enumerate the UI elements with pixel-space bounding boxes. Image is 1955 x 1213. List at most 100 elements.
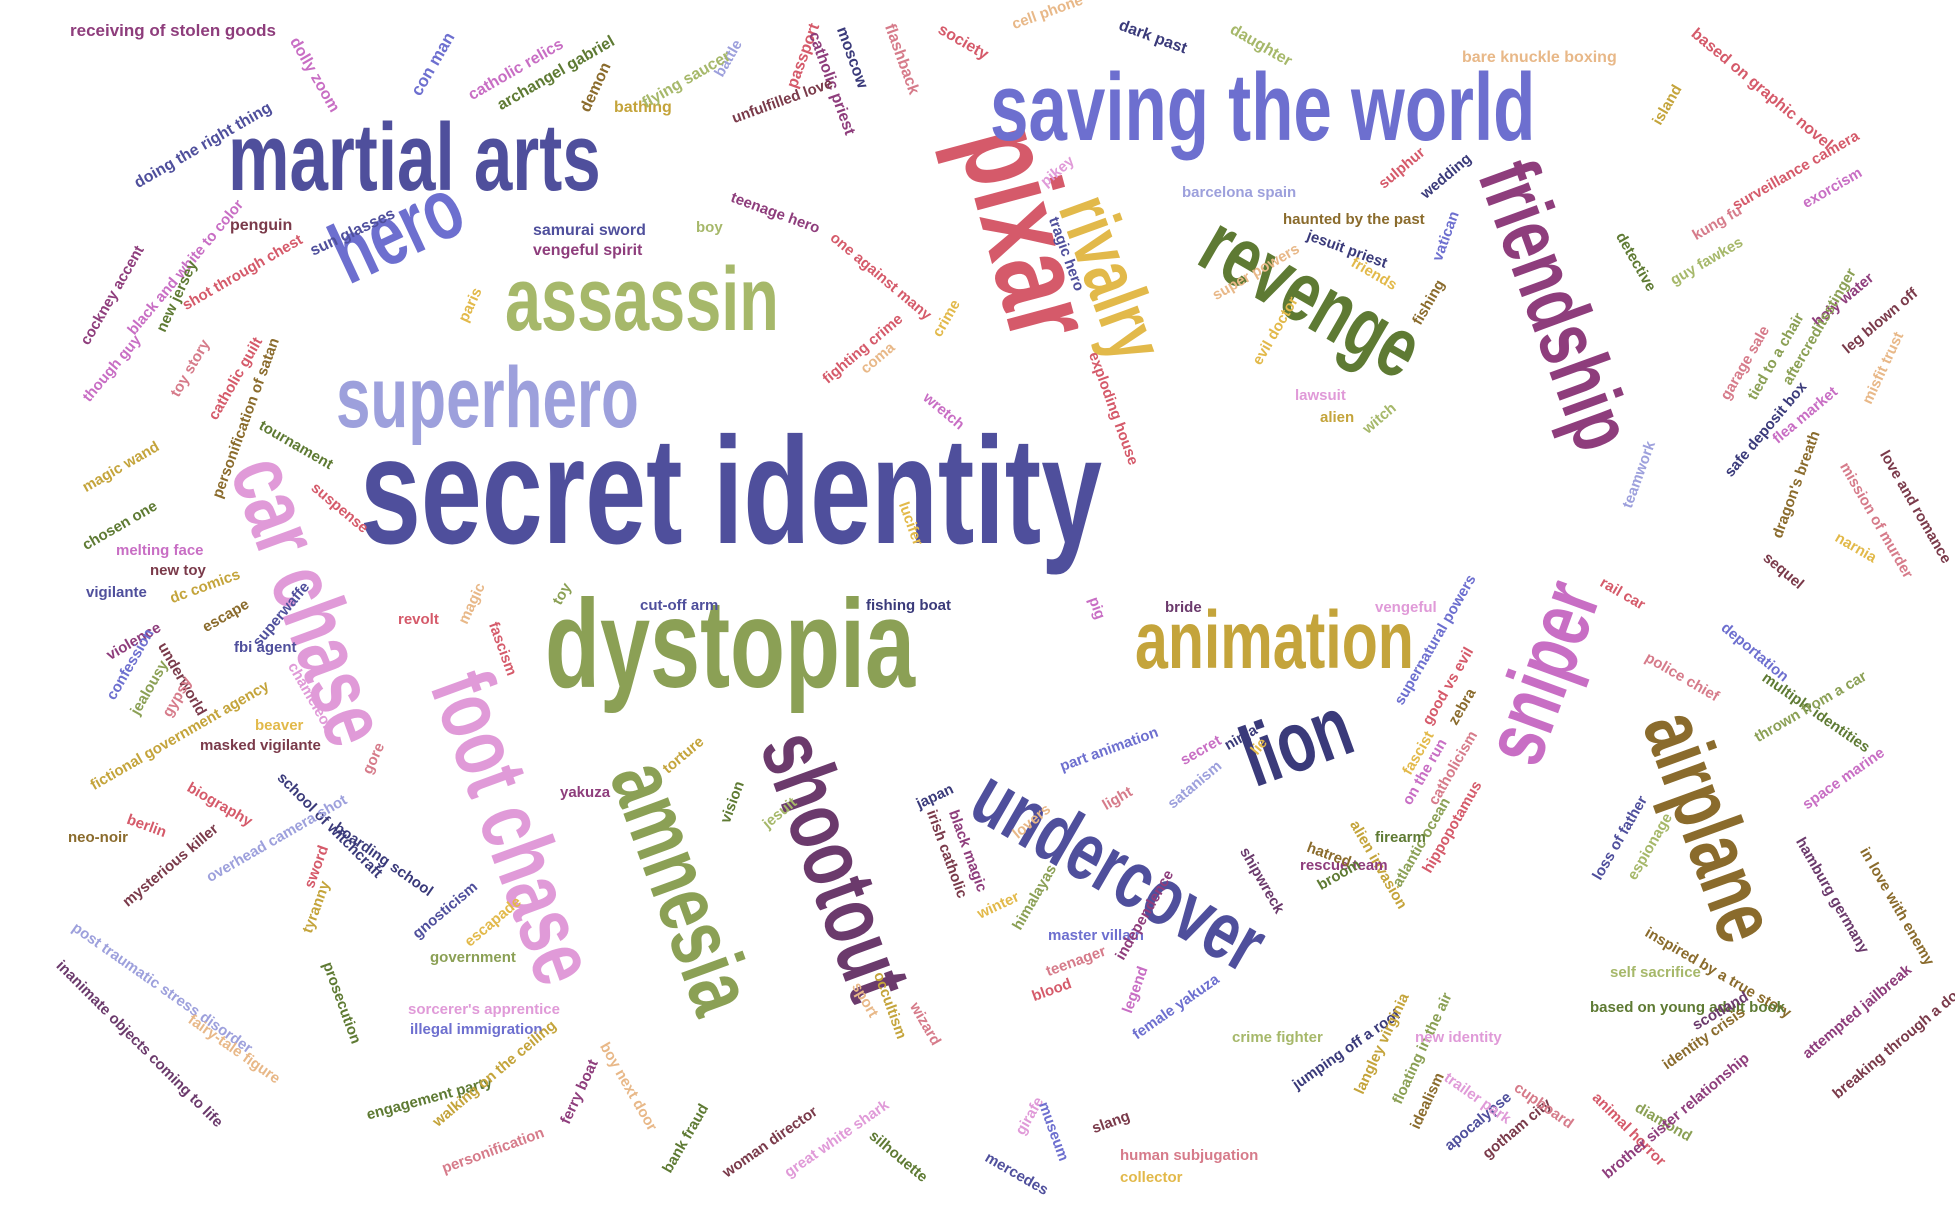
- word: fishing boat: [866, 597, 951, 614]
- word: flashback: [880, 21, 923, 97]
- word: bathing: [614, 99, 672, 116]
- word-animation: animation: [1135, 595, 1414, 686]
- word: dragon's breath: [1769, 428, 1824, 541]
- word: cut-off arm: [640, 597, 719, 614]
- word: pig: [1084, 594, 1109, 622]
- word: collector: [1120, 1169, 1183, 1186]
- word: silhouette: [865, 1127, 931, 1186]
- word: boarding school: [330, 819, 437, 901]
- word: alien: [1320, 409, 1355, 426]
- word-saving-the-world: saving the world: [990, 54, 1536, 161]
- word-sniper: sniper: [1465, 568, 1620, 777]
- word: escape: [199, 595, 253, 636]
- word: samurai sword: [533, 222, 646, 239]
- word: firearm: [1375, 829, 1426, 846]
- word-secret-identity: secret identity: [360, 406, 1103, 576]
- word: master villain: [1048, 927, 1144, 944]
- word: police chief: [1642, 649, 1722, 706]
- word: legend: [1119, 964, 1152, 1016]
- word: vigilante: [86, 584, 147, 601]
- word: one against many: [826, 229, 935, 324]
- word: ferry boat: [557, 1056, 602, 1127]
- word: deportation: [1717, 619, 1792, 686]
- word: beaver: [255, 717, 304, 734]
- word: new toy: [150, 562, 206, 579]
- word: vengeful: [1375, 599, 1437, 616]
- word: bare knuckle boxing: [1462, 49, 1617, 66]
- word: mercedes: [982, 1149, 1052, 1199]
- word: vision: [717, 778, 748, 826]
- word: magic wand: [79, 438, 163, 496]
- word: haunted by the past: [1283, 211, 1425, 228]
- word: boy next door: [596, 1039, 661, 1134]
- word: japan: [913, 780, 957, 813]
- word: sequel: [1759, 549, 1808, 593]
- word: barcelona spain: [1182, 184, 1297, 201]
- word: rescue team: [1300, 857, 1388, 874]
- word: fairy-tale figure: [184, 1011, 284, 1088]
- word: vatican: [1429, 209, 1463, 264]
- word: penguin: [230, 217, 293, 234]
- word: narnia: [1832, 529, 1880, 567]
- word: neo-noir: [68, 829, 128, 846]
- word: yakuza: [560, 784, 611, 801]
- word: tyranny: [299, 878, 334, 936]
- word: inanimate objects coming to life: [52, 957, 227, 1131]
- word: mysterious killer: [119, 820, 222, 911]
- word: boy: [696, 219, 723, 236]
- word-martial-arts: martial arts: [228, 104, 601, 211]
- word: masked vigilante: [200, 737, 321, 754]
- word: sorcerer's apprentice: [408, 1001, 560, 1018]
- word: based on young adult book: [1590, 999, 1785, 1016]
- word: fbi agent: [234, 639, 297, 656]
- word: flying saucer: [639, 47, 734, 112]
- word: breaking through a door: [1829, 977, 1955, 1103]
- word: new identity: [1415, 1029, 1502, 1046]
- word: teamwork: [1619, 438, 1659, 511]
- word: space marine: [1799, 744, 1888, 814]
- word: island: [1649, 81, 1686, 128]
- word: light: [1099, 783, 1136, 814]
- word: con man: [407, 28, 459, 99]
- word-dystopia: dystopia: [545, 575, 916, 714]
- word: illegal immigration: [410, 1021, 543, 1038]
- word: dark past: [1116, 17, 1190, 58]
- word: self sacrifice: [1610, 964, 1701, 981]
- word: receiving of stolen goods: [70, 21, 276, 40]
- word: part animation: [1057, 723, 1161, 776]
- word: museum: [1034, 1099, 1073, 1164]
- word: guy fawkes: [1667, 233, 1747, 289]
- word: teenage hero: [728, 189, 823, 237]
- word: crime: [929, 296, 964, 340]
- word: teenager: [1043, 942, 1109, 981]
- word: witch: [1359, 399, 1400, 438]
- word: satanism: [1164, 757, 1226, 813]
- word: melting face: [116, 542, 204, 559]
- word: toy story: [167, 336, 214, 400]
- word: detective: [1612, 229, 1660, 295]
- word: magic: [455, 580, 489, 627]
- word: wizard: [906, 999, 945, 1049]
- word: revolt: [398, 611, 439, 628]
- word: unfulfilled love: [729, 74, 835, 128]
- word: government: [430, 949, 516, 966]
- word: cell phone: [1009, 0, 1086, 34]
- word: society: [935, 21, 992, 64]
- word: blood: [1029, 975, 1074, 1006]
- word-assassin: assassin: [505, 250, 779, 350]
- word: surveillance camera: [1729, 127, 1863, 214]
- word: paris: [455, 285, 486, 325]
- word: human subjugation: [1120, 1147, 1259, 1164]
- word: bank fraud: [659, 1101, 713, 1176]
- word: biography: [184, 779, 256, 831]
- word: berlin: [124, 811, 169, 842]
- word: lawsuit: [1295, 387, 1346, 404]
- word: vengeful spirit: [533, 242, 643, 259]
- word: prosecution: [318, 959, 365, 1047]
- word: crime fighter: [1232, 1029, 1323, 1046]
- word: personification: [439, 1124, 547, 1178]
- word: bride: [1165, 599, 1202, 616]
- word-superhero: superhero: [336, 350, 639, 446]
- word: gore: [359, 740, 389, 777]
